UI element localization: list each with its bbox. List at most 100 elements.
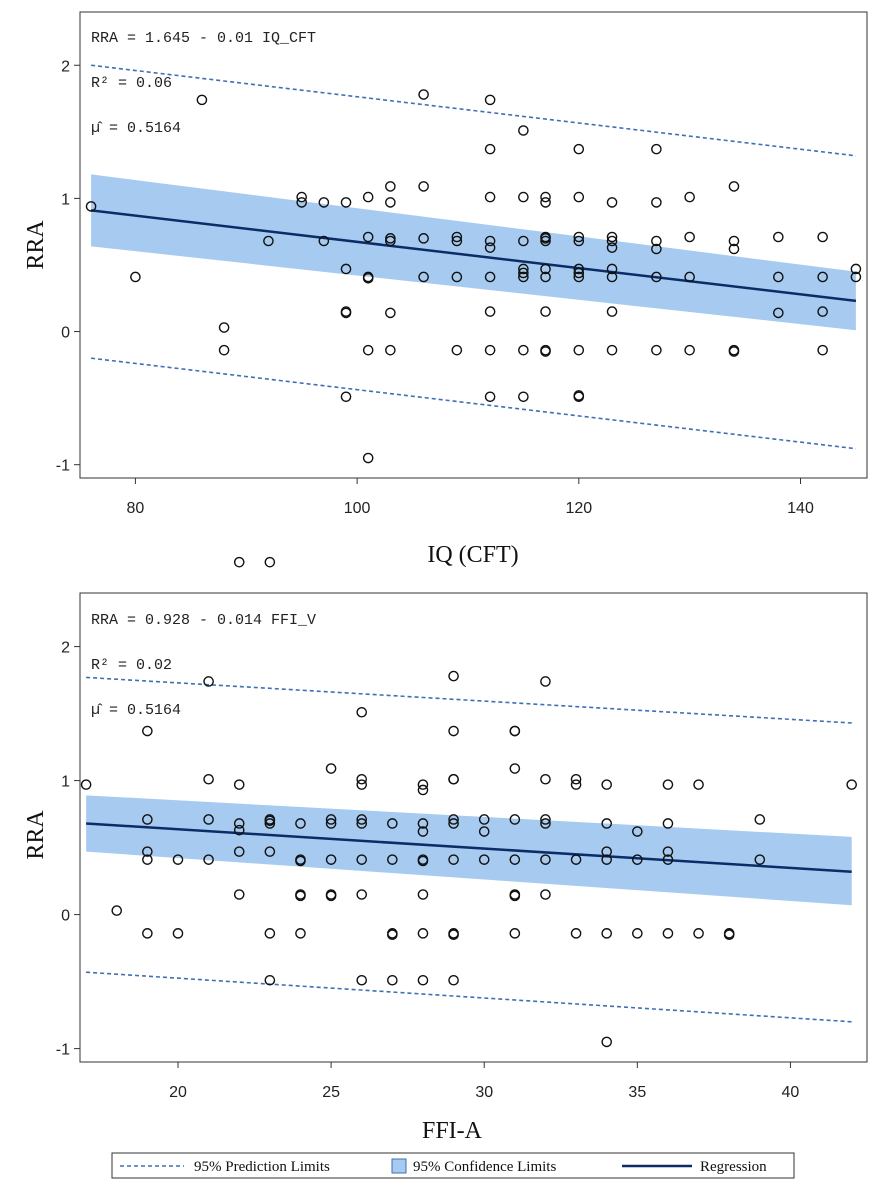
- data-point: [385, 307, 396, 319]
- data-point: [233, 818, 245, 829]
- data-point: [601, 854, 613, 865]
- data-point: [340, 263, 352, 275]
- y-tick-label: 0: [61, 325, 70, 342]
- data-point: [448, 974, 459, 986]
- data-point: [846, 779, 857, 790]
- data-point: [509, 763, 521, 774]
- data-point: [417, 974, 429, 986]
- data-point: [573, 344, 585, 356]
- data-point: [356, 889, 368, 900]
- data-point: [662, 818, 674, 829]
- data-point: [264, 928, 276, 939]
- mu-hat-text: µ̂ = 0.5164: [91, 120, 181, 137]
- data-point: [651, 271, 662, 283]
- data-point: [509, 928, 521, 939]
- x-axis-label: FFI-A: [422, 1118, 483, 1144]
- data-point: [318, 197, 330, 208]
- data-point: [356, 854, 368, 865]
- legend-prediction-label: 95% Prediction Limits: [194, 1159, 330, 1175]
- data-point: [196, 94, 208, 106]
- data-point: [850, 263, 862, 275]
- data-point: [651, 243, 662, 255]
- prediction-lower-line: [86, 971, 852, 1023]
- data-point: [570, 773, 582, 785]
- data-point: [773, 307, 784, 319]
- data-point: [448, 725, 459, 737]
- data-point: [356, 779, 368, 790]
- data-point: [362, 191, 374, 203]
- prediction-upper-line: [86, 676, 852, 724]
- data-point: [80, 779, 92, 790]
- data-point: [264, 556, 276, 568]
- data-point: [606, 242, 618, 253]
- plot-area: -1 0 1 2 80 100 120 140: [56, 58, 862, 517]
- data-point: [484, 391, 496, 403]
- data-point: [518, 271, 529, 283]
- data-point: [662, 928, 674, 939]
- data-point: [85, 201, 97, 212]
- regression-line: [90, 209, 857, 303]
- y-tick-label: -1: [56, 458, 70, 475]
- data-point: [540, 306, 551, 317]
- data-point: [509, 854, 521, 865]
- data-point: [540, 191, 551, 203]
- data-point: [448, 854, 459, 865]
- data-point: [484, 94, 496, 106]
- data-point: [418, 271, 429, 283]
- data-point: [295, 928, 306, 939]
- data-point: [295, 855, 306, 867]
- data-point: [484, 271, 496, 283]
- legend-regression-label: Regression: [700, 1159, 767, 1175]
- data-point: [356, 706, 368, 718]
- data-point: [684, 231, 695, 243]
- data-point: [318, 235, 330, 247]
- data-point: [362, 272, 374, 284]
- data-point: [518, 267, 529, 279]
- x-tick-label: 40: [782, 1084, 800, 1101]
- x-tick-label: 30: [475, 1084, 493, 1101]
- x-tick-label: 140: [787, 500, 814, 517]
- data-point: [662, 846, 674, 857]
- data-point: [340, 197, 352, 208]
- data-point: [218, 344, 230, 356]
- data-point: [817, 231, 828, 243]
- data-point: [601, 928, 613, 939]
- data-point: [451, 271, 463, 283]
- y-tick-label: 2: [61, 640, 70, 657]
- x-tick-label: 100: [344, 500, 371, 517]
- data-point: [632, 854, 643, 865]
- data-point: [203, 773, 214, 785]
- mu-hat-text: µ̂ = 0.5164: [91, 702, 181, 719]
- data-point: [233, 779, 245, 790]
- data-point: [417, 818, 429, 829]
- data-point: [448, 814, 459, 825]
- data-point: [417, 826, 429, 837]
- data-point: [540, 676, 551, 687]
- data-point: [573, 235, 585, 247]
- data-point: [448, 773, 459, 785]
- plot-frame: [79, 592, 868, 1063]
- data-point: [387, 974, 398, 986]
- data-point: [632, 928, 643, 939]
- data-point: [142, 814, 153, 825]
- data-point: [817, 271, 828, 283]
- panel-ffi: RRA FFI-A -1 0 1 2 20 25 30 35 40 RRA = 0.928 - …: [23, 556, 868, 1144]
- data-point: [540, 814, 551, 825]
- data-point: [142, 725, 153, 737]
- r-squared-text: R² = 0.02: [91, 657, 172, 674]
- data-point: [540, 818, 551, 829]
- data-point: [417, 855, 429, 867]
- data-point: [478, 826, 490, 837]
- data-point: [340, 391, 352, 403]
- data-point: [518, 191, 529, 203]
- data-point: [606, 344, 618, 356]
- data-point: [418, 181, 429, 192]
- data-point: [296, 191, 307, 203]
- data-point: [573, 391, 585, 403]
- data-point: [728, 243, 740, 255]
- data-point: [693, 779, 704, 790]
- data-point: [233, 824, 245, 836]
- data-point: [817, 306, 828, 317]
- confidence-band: [86, 795, 852, 906]
- data-point: [387, 929, 398, 941]
